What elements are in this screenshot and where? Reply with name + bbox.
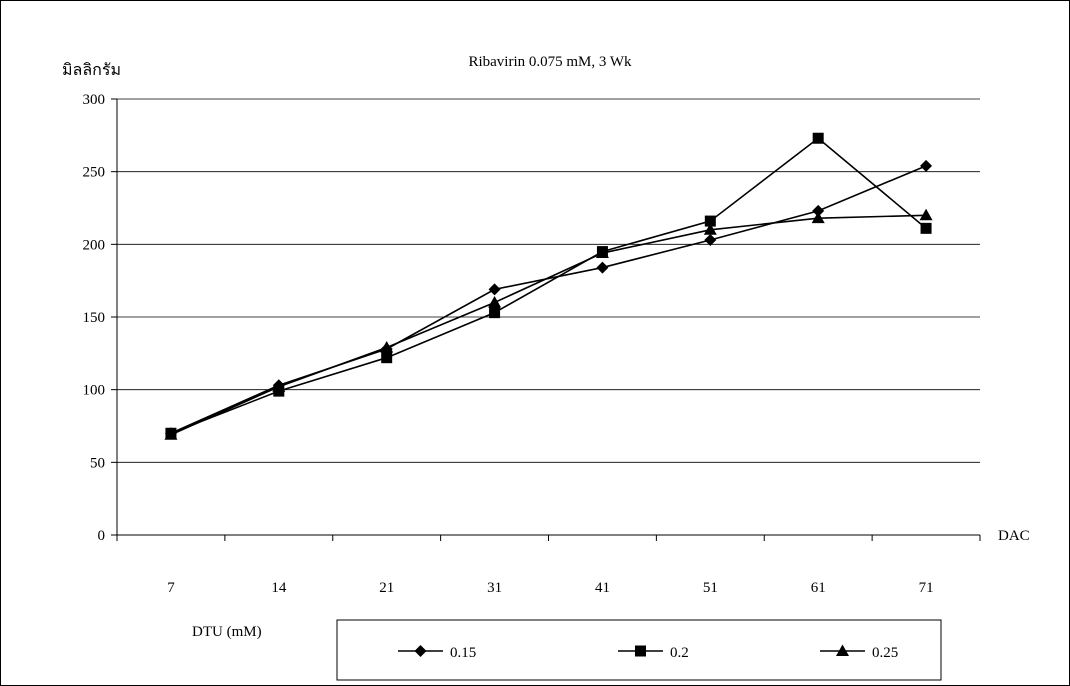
- y-tick-label: 300: [83, 92, 106, 108]
- x-tick-label: 7: [167, 580, 175, 596]
- series-layer: [164, 132, 933, 440]
- data-point-0.15-31: [488, 283, 501, 296]
- data-point-0.2-71: [920, 222, 932, 234]
- data-point-0.25-14: [272, 380, 286, 392]
- legend-marker-0.2: [635, 645, 646, 657]
- legend-marker-0.15: [414, 645, 427, 657]
- y-axis-label: มิลลิกรัม: [62, 62, 121, 79]
- x-tick-label: 21: [379, 580, 394, 596]
- y-tick-label: 150: [83, 310, 106, 326]
- axes: 0 50 100 150 200 250 300 7 14 21 31 41 51 61 71: [83, 92, 981, 596]
- data-point-0.25-51: [703, 223, 717, 235]
- data-point-0.2-31: [489, 307, 501, 319]
- x-tick-label: 61: [811, 580, 826, 596]
- data-point-0.15-41: [596, 261, 609, 274]
- data-point-0.25-31: [488, 295, 502, 308]
- x-tick-label: 51: [703, 580, 718, 596]
- series-0.25: [164, 208, 933, 440]
- y-tick-label: 200: [83, 237, 106, 253]
- data-point-0.2-61: [812, 132, 824, 144]
- legend-label: 0.25: [872, 645, 898, 661]
- legend-marker-0.25: [836, 644, 849, 656]
- legend-label: 0.15: [450, 645, 476, 661]
- y-tick-label: 0: [98, 528, 106, 544]
- data-point-0.15-61: [812, 204, 825, 217]
- data-point-0.15-71: [920, 159, 933, 172]
- legend-label: 0.2: [670, 645, 689, 661]
- x-tick-label: 41: [595, 580, 610, 596]
- series-line-0.2: [170, 137, 927, 435]
- data-point-0.25-21: [380, 341, 394, 353]
- data-point-0.2-21: [381, 352, 393, 364]
- data-point-0.15-51: [704, 233, 717, 246]
- chart-title: Ribavirin 0.075 mM, 3 Wk: [468, 54, 632, 70]
- x-tick-label: 71: [919, 580, 934, 596]
- series-0.2: [165, 132, 932, 439]
- data-point-0.25-61: [811, 211, 825, 224]
- series-0.15: [164, 159, 933, 440]
- series-line-0.25: [170, 214, 927, 436]
- legend: 0.15 0.2 0.25: [336, 619, 942, 681]
- y-tick-label: 250: [83, 165, 106, 181]
- x-axis-label: DAC: [998, 528, 1030, 544]
- data-point-0.2-51: [704, 215, 716, 227]
- gridlines: [117, 98, 980, 463]
- x-tick-label: 14: [271, 580, 287, 596]
- x-tick-label: 31: [487, 580, 502, 596]
- data-point-0.25-41: [595, 246, 609, 259]
- data-point-0.25-7: [164, 428, 178, 440]
- legend-title: DTU (mM): [192, 624, 262, 640]
- y-tick-label: 100: [83, 383, 106, 399]
- y-tick-label: 50: [90, 455, 105, 471]
- data-point-0.25-71: [919, 208, 933, 221]
